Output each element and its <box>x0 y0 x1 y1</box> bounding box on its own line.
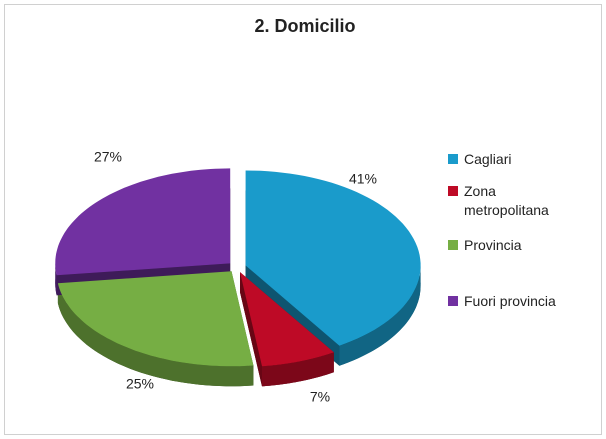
data-label: 7% <box>310 389 330 405</box>
slice-wall <box>55 263 57 296</box>
slice-wall <box>262 352 334 387</box>
legend-swatch <box>448 296 458 306</box>
slice <box>245 170 421 346</box>
legend-swatch <box>448 240 458 250</box>
slice <box>57 271 254 367</box>
slice <box>55 168 231 276</box>
slice <box>240 272 334 367</box>
data-label: 41% <box>349 171 377 187</box>
legend-swatch <box>448 186 458 196</box>
legend-swatch <box>448 154 458 164</box>
data-label: 27% <box>94 149 122 165</box>
legend-entry: Zona metropolitana <box>448 182 598 220</box>
legend-entry: Cagliari <box>448 150 598 169</box>
slice-wall <box>339 265 421 366</box>
legend-label: Fuori provincia <box>464 293 556 309</box>
slice-wall <box>57 283 254 387</box>
legend-label: Cagliari <box>464 151 512 167</box>
slice-side <box>240 272 262 387</box>
legend-entry: Provincia <box>448 236 598 255</box>
legend-label: Zona metropolitana <box>464 183 549 218</box>
legend-entry: Fuori provincia <box>448 292 598 311</box>
chart-title: 2. Domicilio <box>254 16 355 36</box>
data-label: 25% <box>126 376 154 392</box>
legend-label: Provincia <box>464 237 522 253</box>
